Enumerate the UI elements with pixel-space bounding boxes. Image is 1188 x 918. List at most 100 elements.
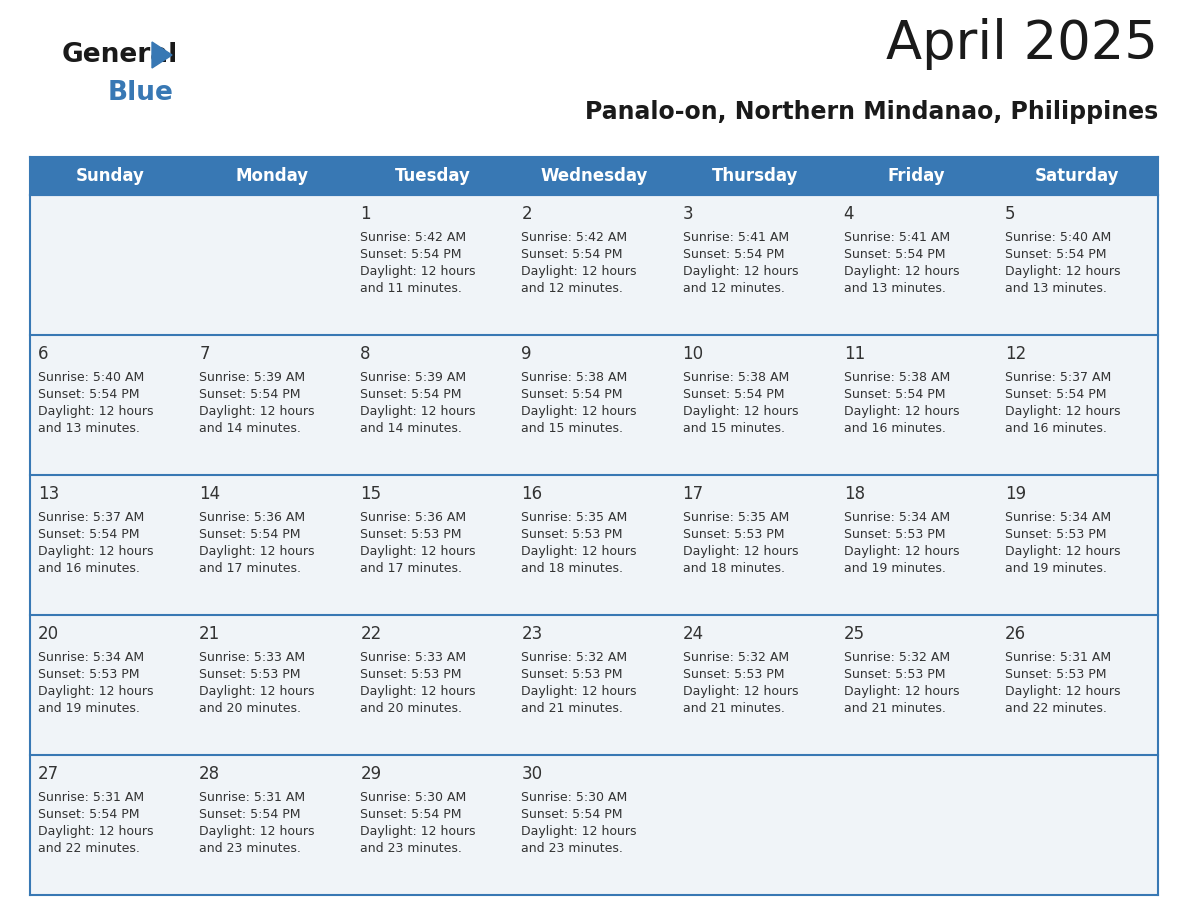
Text: Daylight: 12 hours: Daylight: 12 hours <box>38 825 153 838</box>
Text: Panalo-on, Northern Mindanao, Philippines: Panalo-on, Northern Mindanao, Philippine… <box>584 100 1158 124</box>
Text: 24: 24 <box>683 625 703 643</box>
Text: Sunset: 5:54 PM: Sunset: 5:54 PM <box>200 388 301 401</box>
Text: 18: 18 <box>843 485 865 503</box>
Text: Daylight: 12 hours: Daylight: 12 hours <box>38 685 153 698</box>
Text: 11: 11 <box>843 345 865 363</box>
Text: and 23 minutes.: and 23 minutes. <box>522 842 624 855</box>
Text: Sunrise: 5:41 AM: Sunrise: 5:41 AM <box>843 231 950 244</box>
Text: Daylight: 12 hours: Daylight: 12 hours <box>200 685 315 698</box>
Text: and 14 minutes.: and 14 minutes. <box>360 422 462 435</box>
Text: and 21 minutes.: and 21 minutes. <box>683 702 784 715</box>
Text: Sunset: 5:53 PM: Sunset: 5:53 PM <box>360 528 462 541</box>
Text: Daylight: 12 hours: Daylight: 12 hours <box>843 685 959 698</box>
Text: Sunrise: 5:38 AM: Sunrise: 5:38 AM <box>522 371 627 384</box>
Text: Sunrise: 5:31 AM: Sunrise: 5:31 AM <box>200 791 305 804</box>
Text: Sunset: 5:54 PM: Sunset: 5:54 PM <box>843 388 946 401</box>
Text: 8: 8 <box>360 345 371 363</box>
Text: Sunrise: 5:40 AM: Sunrise: 5:40 AM <box>1005 231 1111 244</box>
Text: and 13 minutes.: and 13 minutes. <box>38 422 140 435</box>
Text: Daylight: 12 hours: Daylight: 12 hours <box>360 685 475 698</box>
Text: and 23 minutes.: and 23 minutes. <box>360 842 462 855</box>
Bar <box>30 475 1158 615</box>
Text: Sunset: 5:54 PM: Sunset: 5:54 PM <box>38 808 139 821</box>
Bar <box>30 157 1158 195</box>
Text: Thursday: Thursday <box>712 167 798 185</box>
Text: and 18 minutes.: and 18 minutes. <box>522 562 624 575</box>
Text: Sunrise: 5:32 AM: Sunrise: 5:32 AM <box>683 651 789 664</box>
Text: Daylight: 12 hours: Daylight: 12 hours <box>200 545 315 558</box>
Text: Daylight: 12 hours: Daylight: 12 hours <box>522 825 637 838</box>
Text: 12: 12 <box>1005 345 1026 363</box>
Text: 27: 27 <box>38 765 59 783</box>
Text: Sunrise: 5:34 AM: Sunrise: 5:34 AM <box>1005 511 1111 524</box>
Text: Sunset: 5:54 PM: Sunset: 5:54 PM <box>1005 248 1106 261</box>
Text: Sunset: 5:53 PM: Sunset: 5:53 PM <box>522 668 623 681</box>
Text: Daylight: 12 hours: Daylight: 12 hours <box>1005 545 1120 558</box>
Text: and 12 minutes.: and 12 minutes. <box>522 282 624 295</box>
Text: 13: 13 <box>38 485 59 503</box>
Text: 22: 22 <box>360 625 381 643</box>
Text: Daylight: 12 hours: Daylight: 12 hours <box>1005 265 1120 278</box>
Bar <box>30 755 1158 895</box>
Text: Monday: Monday <box>235 167 308 185</box>
Text: Sunrise: 5:35 AM: Sunrise: 5:35 AM <box>683 511 789 524</box>
Text: Sunset: 5:54 PM: Sunset: 5:54 PM <box>683 388 784 401</box>
Text: Daylight: 12 hours: Daylight: 12 hours <box>843 405 959 418</box>
Text: Sunset: 5:54 PM: Sunset: 5:54 PM <box>38 388 139 401</box>
Text: Sunset: 5:54 PM: Sunset: 5:54 PM <box>1005 388 1106 401</box>
Text: and 18 minutes.: and 18 minutes. <box>683 562 784 575</box>
Text: Sunset: 5:53 PM: Sunset: 5:53 PM <box>683 668 784 681</box>
Text: 4: 4 <box>843 205 854 223</box>
Text: and 22 minutes.: and 22 minutes. <box>1005 702 1107 715</box>
Text: and 21 minutes.: and 21 minutes. <box>843 702 946 715</box>
Text: Sunrise: 5:31 AM: Sunrise: 5:31 AM <box>38 791 144 804</box>
Text: Daylight: 12 hours: Daylight: 12 hours <box>38 545 153 558</box>
Text: Sunrise: 5:34 AM: Sunrise: 5:34 AM <box>38 651 144 664</box>
Text: Sunset: 5:54 PM: Sunset: 5:54 PM <box>200 528 301 541</box>
Text: Friday: Friday <box>887 167 946 185</box>
Text: and 19 minutes.: and 19 minutes. <box>843 562 946 575</box>
Text: Sunrise: 5:36 AM: Sunrise: 5:36 AM <box>360 511 467 524</box>
Text: and 13 minutes.: and 13 minutes. <box>1005 282 1107 295</box>
Text: Sunrise: 5:30 AM: Sunrise: 5:30 AM <box>360 791 467 804</box>
Text: Sunset: 5:54 PM: Sunset: 5:54 PM <box>522 808 623 821</box>
Text: Sunrise: 5:42 AM: Sunrise: 5:42 AM <box>360 231 467 244</box>
Text: Tuesday: Tuesday <box>394 167 470 185</box>
Text: and 19 minutes.: and 19 minutes. <box>1005 562 1107 575</box>
Text: Daylight: 12 hours: Daylight: 12 hours <box>522 405 637 418</box>
Text: 20: 20 <box>38 625 59 643</box>
Text: 14: 14 <box>200 485 220 503</box>
Text: Daylight: 12 hours: Daylight: 12 hours <box>522 545 637 558</box>
Text: Sunrise: 5:32 AM: Sunrise: 5:32 AM <box>843 651 950 664</box>
Text: Daylight: 12 hours: Daylight: 12 hours <box>1005 685 1120 698</box>
Text: and 22 minutes.: and 22 minutes. <box>38 842 140 855</box>
Text: Daylight: 12 hours: Daylight: 12 hours <box>683 265 798 278</box>
Text: Sunset: 5:54 PM: Sunset: 5:54 PM <box>360 248 462 261</box>
Text: Sunset: 5:53 PM: Sunset: 5:53 PM <box>843 528 946 541</box>
Text: Sunset: 5:54 PM: Sunset: 5:54 PM <box>522 388 623 401</box>
Text: Daylight: 12 hours: Daylight: 12 hours <box>522 265 637 278</box>
Text: 3: 3 <box>683 205 693 223</box>
Text: and 14 minutes.: and 14 minutes. <box>200 422 301 435</box>
Text: Sunrise: 5:38 AM: Sunrise: 5:38 AM <box>843 371 950 384</box>
Text: and 16 minutes.: and 16 minutes. <box>1005 422 1107 435</box>
Text: Sunrise: 5:39 AM: Sunrise: 5:39 AM <box>360 371 467 384</box>
Text: Sunrise: 5:38 AM: Sunrise: 5:38 AM <box>683 371 789 384</box>
Text: 7: 7 <box>200 345 209 363</box>
Text: Sunrise: 5:41 AM: Sunrise: 5:41 AM <box>683 231 789 244</box>
Text: Sunrise: 5:36 AM: Sunrise: 5:36 AM <box>200 511 305 524</box>
Text: Sunset: 5:53 PM: Sunset: 5:53 PM <box>360 668 462 681</box>
Text: Sunrise: 5:37 AM: Sunrise: 5:37 AM <box>1005 371 1111 384</box>
Text: Sunset: 5:53 PM: Sunset: 5:53 PM <box>200 668 301 681</box>
Text: and 13 minutes.: and 13 minutes. <box>843 282 946 295</box>
Text: Sunset: 5:53 PM: Sunset: 5:53 PM <box>683 528 784 541</box>
Text: Sunset: 5:53 PM: Sunset: 5:53 PM <box>1005 668 1106 681</box>
Text: 26: 26 <box>1005 625 1026 643</box>
Text: Daylight: 12 hours: Daylight: 12 hours <box>683 405 798 418</box>
Text: 19: 19 <box>1005 485 1026 503</box>
Text: and 20 minutes.: and 20 minutes. <box>360 702 462 715</box>
Text: 30: 30 <box>522 765 543 783</box>
Text: and 15 minutes.: and 15 minutes. <box>683 422 784 435</box>
Text: Sunrise: 5:33 AM: Sunrise: 5:33 AM <box>200 651 305 664</box>
Text: and 12 minutes.: and 12 minutes. <box>683 282 784 295</box>
